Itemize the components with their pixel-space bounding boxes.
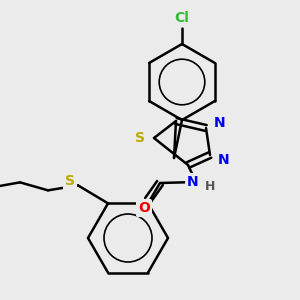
- Text: N: N: [214, 116, 226, 130]
- Text: S: S: [135, 131, 145, 145]
- Text: N: N: [187, 175, 199, 189]
- Text: H: H: [205, 181, 215, 194]
- Text: Cl: Cl: [175, 11, 189, 25]
- Text: O: O: [138, 201, 150, 215]
- Text: N: N: [218, 153, 230, 167]
- Text: S: S: [65, 174, 75, 188]
